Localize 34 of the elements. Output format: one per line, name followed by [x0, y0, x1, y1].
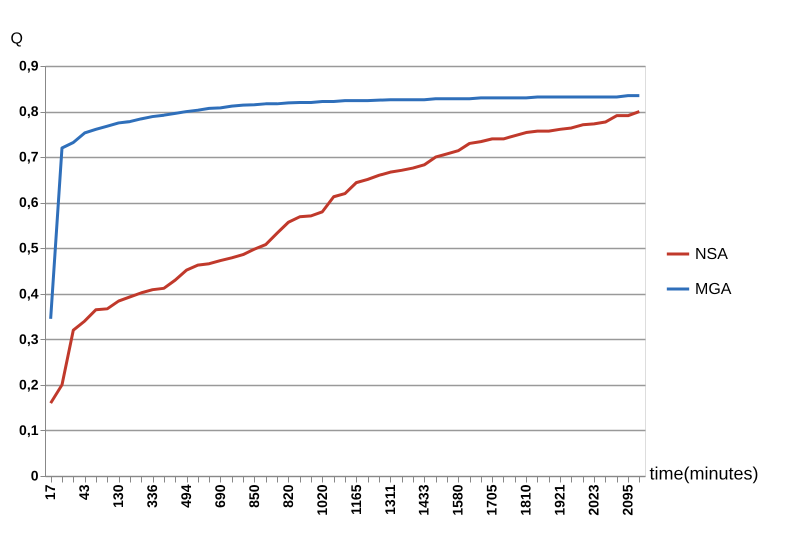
x-tick-label: 1810 — [518, 484, 534, 516]
legend-label: NSA — [695, 246, 728, 263]
x-tick-label: 820 — [280, 484, 296, 508]
y-tick-label: 0,4 — [19, 285, 39, 302]
x-tick-label: 2095 — [620, 484, 636, 516]
x-tick-label: 43 — [76, 484, 92, 500]
x-tick-label: 1433 — [416, 484, 432, 516]
x-tick-label: 17 — [42, 484, 58, 500]
y-tick-label: 0,2 — [19, 376, 39, 392]
line-series — [49, 94, 641, 320]
x-axis-title: time(minutes) — [650, 464, 759, 484]
x-tick-label: 1705 — [484, 484, 500, 516]
line-series — [49, 110, 641, 405]
x-tick-label: 1020 — [314, 484, 330, 516]
y-tick-label: 0,3 — [19, 330, 39, 347]
x-tick-label: 336 — [144, 484, 160, 508]
x-tick-label: 1921 — [552, 484, 568, 516]
x-tick-label: 690 — [212, 484, 228, 508]
x-tick-label: 1165 — [348, 484, 364, 515]
y-tick-label: 0,9 — [19, 58, 39, 74]
y-tick-label: 0 — [30, 468, 39, 484]
y-tick-label: 0,8 — [19, 103, 39, 120]
y-tick-label: 0,6 — [19, 194, 39, 210]
y-tick-label: 0,7 — [19, 148, 39, 165]
x-tick-label: 1580 — [450, 484, 466, 516]
legend-label: MGA — [695, 281, 732, 298]
x-tick-label: 850 — [246, 484, 262, 508]
x-tick-label: 1311 — [382, 484, 398, 515]
x-tick-label: 130 — [110, 484, 126, 508]
y-tick-label: 0,5 — [19, 240, 39, 256]
y-tick-label: 0,1 — [19, 422, 39, 438]
x-tick-label: 494 — [178, 484, 194, 508]
y-axis-title: Q — [10, 30, 23, 48]
x-tick-label: 2023 — [586, 484, 602, 516]
